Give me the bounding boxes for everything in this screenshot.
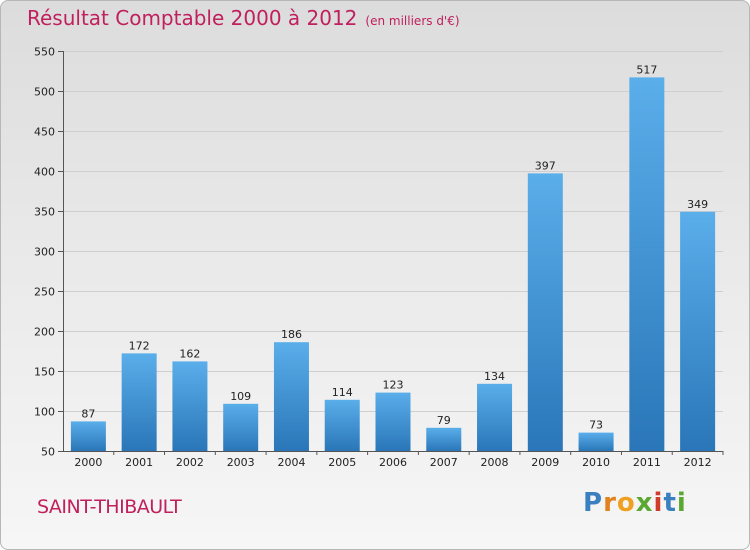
bar-2001	[121, 353, 157, 451]
bar-2008	[477, 383, 513, 451]
bar-2003	[223, 403, 259, 451]
value-label-2008: 134	[484, 370, 505, 383]
value-label-2000: 87	[81, 407, 95, 420]
x-tick-label-2005: 2005	[328, 456, 356, 469]
value-label-2009: 397	[535, 159, 556, 172]
bar-2006	[375, 392, 411, 451]
value-label-2002: 162	[179, 347, 200, 360]
value-label-2003: 109	[230, 390, 251, 403]
bar-2009	[527, 173, 563, 451]
x-axis: 2000 2001 2002 2003 2004 2005 2006 2007 2008 2009…	[63, 451, 724, 469]
x-tick-label-2002: 2002	[176, 456, 204, 469]
chart-title-text: Résultat Comptable 2000 à 2012	[27, 6, 358, 30]
x-tick-label-2003: 2003	[227, 456, 255, 469]
bar-2010	[578, 432, 614, 451]
value-label-2005: 114	[332, 386, 353, 399]
bar-2002	[172, 361, 208, 451]
x-tick-label-2010: 2010	[582, 456, 610, 469]
logo-letter: o	[616, 488, 636, 518]
value-label-2004: 186	[281, 328, 302, 341]
logo-letter: P	[583, 488, 604, 518]
logo-letter: x	[635, 488, 654, 518]
x-tick-label-2004: 2004	[277, 456, 305, 469]
bars: 87 172 162 109 186 114 123 79 134 397 73 517 349	[70, 63, 716, 452]
proxiti-logo[interactable]: Proxiti	[583, 488, 687, 518]
x-tick-label-2006: 2006	[379, 456, 407, 469]
y-tick-label: 100	[34, 406, 55, 419]
y-tick-label: 300	[34, 246, 55, 259]
bar-2005	[324, 399, 360, 451]
x-tick-label-2007: 2007	[430, 456, 458, 469]
y-tick-label: 150	[34, 366, 55, 379]
y-tick-label: 450	[34, 126, 55, 139]
bar-2007	[426, 427, 462, 451]
y-tick-label: 200	[34, 326, 55, 339]
commune-name: SAINT-THIBAULT	[37, 496, 182, 518]
y-tick-label: 500	[34, 86, 55, 99]
logo-letter: i	[653, 488, 664, 518]
chart-title: Résultat Comptable 2000 à 2012 (en millie…	[27, 6, 460, 30]
gridlines	[63, 51, 723, 412]
y-tick-label: 250	[34, 286, 55, 299]
y-tick-label: 350	[34, 206, 55, 219]
logo-letter: t	[663, 488, 677, 518]
value-label-2001: 172	[129, 339, 150, 352]
value-label-2010: 73	[589, 419, 603, 432]
x-tick-label-2008: 2008	[481, 456, 509, 469]
y-tick-label: 400	[34, 166, 55, 179]
value-label-2007: 79	[437, 414, 451, 427]
value-label-2006: 123	[383, 379, 404, 392]
bar-2000	[70, 421, 106, 451]
bar-2011	[629, 77, 665, 452]
x-tick-label-2012: 2012	[684, 456, 712, 469]
value-label-2012: 349	[687, 198, 708, 211]
logo-letter: r	[603, 488, 617, 518]
x-tick-label-2001: 2001	[125, 456, 153, 469]
x-tick-label-2009: 2009	[531, 456, 559, 469]
bar-2004	[273, 342, 309, 451]
bar-2012	[680, 211, 716, 451]
y-axis: 50 100 150 200 250 300 350 400 450 500 550	[34, 46, 64, 459]
y-tick-label: 550	[34, 46, 55, 59]
value-label-2011: 517	[636, 63, 657, 76]
logo-letter: i	[676, 488, 687, 518]
x-tick-label-2000: 2000	[74, 456, 102, 469]
y-tick-label: 50	[41, 446, 55, 459]
chart-unit: (en milliers d'€)	[365, 14, 460, 28]
x-tick-label-2011: 2011	[633, 456, 661, 469]
